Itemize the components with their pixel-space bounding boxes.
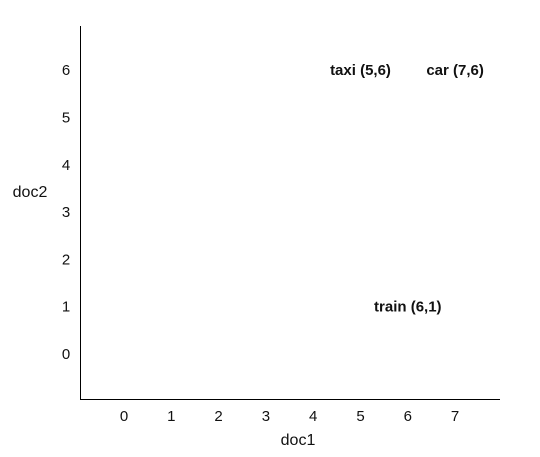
x-tick-label: 7: [451, 408, 459, 425]
x-tick-label: 1: [167, 408, 175, 425]
data-point-label: car (7,6): [426, 62, 484, 79]
data-point-label: train (6,1): [374, 299, 442, 316]
y-tick-label: 4: [62, 157, 70, 174]
x-tick-label: 3: [262, 408, 270, 425]
x-tick-labels: 0 1 2 3 4 5 6 7: [120, 408, 459, 425]
y-tick-label: 5: [62, 110, 70, 127]
x-tick-label: 6: [404, 408, 412, 425]
point-labels: taxi (5,6) car (7,6) train (6,1): [330, 62, 484, 316]
x-tick-label: 5: [356, 408, 364, 425]
y-tick-labels: 0 1 2 3 4 5 6: [62, 62, 70, 363]
y-tick-label: 1: [62, 299, 70, 316]
y-tick-label: 3: [62, 204, 70, 221]
x-tick-label: 2: [214, 408, 222, 425]
x-axis-title: doc1: [281, 432, 316, 449]
y-tick-label: 0: [62, 346, 70, 363]
y-tick-label: 6: [62, 62, 70, 79]
data-point-label: taxi (5,6): [330, 62, 391, 79]
x-tick-label: 4: [309, 408, 317, 425]
y-tick-label: 2: [62, 251, 70, 268]
y-axis-title: doc2: [13, 184, 48, 201]
x-tick-label: 0: [120, 408, 128, 425]
